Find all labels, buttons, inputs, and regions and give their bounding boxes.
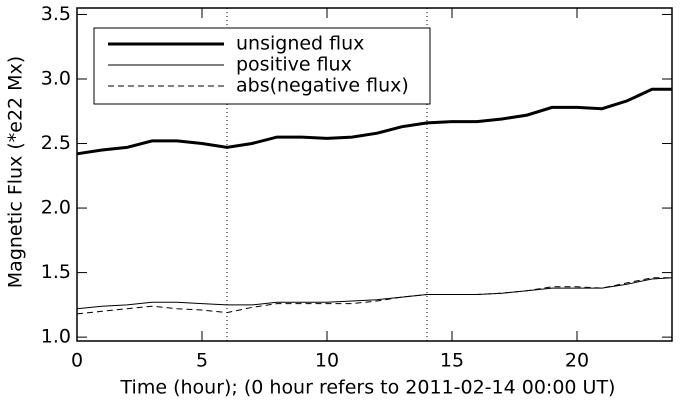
data-line <box>76 277 673 310</box>
x-axis-label: Time (hour); (0 hour refers to 2011-02-1… <box>120 377 616 399</box>
data-line <box>76 87 672 156</box>
x-tick-label: 15 <box>440 350 464 372</box>
legend-box <box>93 27 431 105</box>
x-tick-label: 0 <box>71 350 83 372</box>
y-tick-label: 1.0 <box>41 326 71 348</box>
plot-frame <box>76 7 673 342</box>
x-tick-label: 5 <box>196 350 208 372</box>
y-axis-label: Magnetic Flux (*e22 Mx) <box>5 56 27 288</box>
y-tick-label: 2.5 <box>41 132 71 154</box>
data-line <box>76 277 672 315</box>
legend-label: abs(negative flux) <box>236 75 409 97</box>
legend-label: positive flux <box>236 54 352 76</box>
x-tick-label: 20 <box>565 350 589 372</box>
y-tick-label: 3.0 <box>41 67 71 89</box>
y-tick-label: 1.5 <box>41 261 71 283</box>
y-tick-label: 2.0 <box>41 197 71 219</box>
x-tick-label: 10 <box>315 350 339 372</box>
legend-label: unsigned flux <box>236 33 364 55</box>
y-tick-label: 3.5 <box>41 3 71 25</box>
